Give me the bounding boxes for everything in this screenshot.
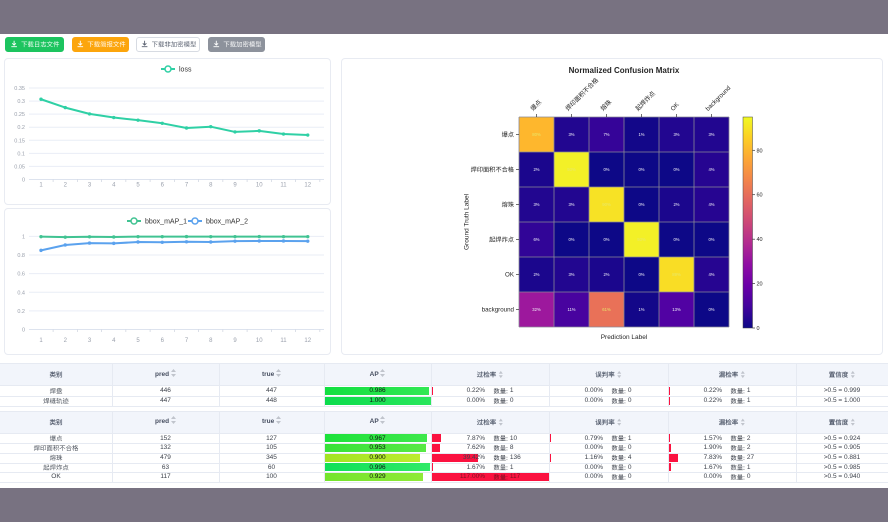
svg-text:12: 12 xyxy=(304,183,311,189)
svg-text:9: 9 xyxy=(233,183,237,189)
svg-text:3%: 3% xyxy=(568,202,574,207)
svg-text:0.15: 0.15 xyxy=(14,138,25,144)
svg-text:2%: 2% xyxy=(603,272,609,277)
svg-text:0.4: 0.4 xyxy=(17,290,25,296)
svg-text:90%: 90% xyxy=(602,202,611,207)
svg-text:1: 1 xyxy=(39,183,43,189)
svg-text:0.2: 0.2 xyxy=(17,125,25,131)
svg-text:9: 9 xyxy=(233,338,237,344)
svg-text:6: 6 xyxy=(161,338,165,344)
svg-text:0.35: 0.35 xyxy=(14,86,25,92)
svg-text:6: 6 xyxy=(161,183,165,189)
svg-text:11%: 11% xyxy=(567,307,575,312)
svg-text:2%: 2% xyxy=(533,272,539,277)
svg-text:3%: 3% xyxy=(533,202,539,207)
svg-text:1: 1 xyxy=(39,338,43,344)
svg-text:OK: OK xyxy=(669,101,681,113)
svg-text:89%: 89% xyxy=(672,272,681,277)
svg-text:12: 12 xyxy=(304,338,311,344)
svg-text:3%: 3% xyxy=(568,132,574,137)
svg-text:0.3: 0.3 xyxy=(17,99,25,105)
svg-text:background: background xyxy=(482,307,515,314)
svg-text:7: 7 xyxy=(185,183,189,189)
svg-text:0.25: 0.25 xyxy=(14,112,25,118)
svg-text:4: 4 xyxy=(112,338,116,344)
svg-text:2: 2 xyxy=(64,183,68,189)
svg-text:0: 0 xyxy=(22,178,25,184)
svg-text:60: 60 xyxy=(757,193,763,199)
svg-text:1%: 1% xyxy=(638,307,644,312)
svg-text:80%: 80% xyxy=(532,132,541,137)
svg-text:0%: 0% xyxy=(603,237,609,242)
svg-text:loss: loss xyxy=(179,67,192,74)
svg-text:background: background xyxy=(704,84,732,112)
svg-text:Prediction Label: Prediction Label xyxy=(601,334,648,341)
svg-text:10: 10 xyxy=(256,183,263,189)
svg-text:5: 5 xyxy=(136,183,140,189)
svg-text:0: 0 xyxy=(757,326,760,332)
svg-text:2%: 2% xyxy=(533,167,539,172)
svg-text:Normalized Confusion Matrix: Normalized Confusion Matrix xyxy=(569,66,680,75)
svg-text:3%: 3% xyxy=(708,132,714,137)
svg-text:8: 8 xyxy=(209,338,213,344)
svg-text:0%: 0% xyxy=(673,237,679,242)
svg-text:13%: 13% xyxy=(672,307,681,312)
svg-text:5: 5 xyxy=(136,338,140,344)
svg-text:3%: 3% xyxy=(673,132,679,137)
svg-text:0%: 0% xyxy=(708,237,714,242)
svg-text:11: 11 xyxy=(280,338,287,344)
svg-text:40: 40 xyxy=(757,237,763,243)
svg-text:OK: OK xyxy=(505,272,515,279)
svg-text:10: 10 xyxy=(256,338,263,344)
svg-text:2: 2 xyxy=(64,338,68,344)
svg-text:3: 3 xyxy=(88,183,92,189)
svg-text:93%: 93% xyxy=(637,237,646,242)
svg-text:8: 8 xyxy=(209,183,213,189)
svg-text:93%: 93% xyxy=(567,167,576,172)
svg-text:11: 11 xyxy=(280,183,287,189)
svg-text:3%: 3% xyxy=(568,272,574,277)
svg-text:0%: 0% xyxy=(673,167,679,172)
svg-text:0.6: 0.6 xyxy=(17,272,25,278)
svg-text:20: 20 xyxy=(757,282,763,288)
svg-text:bbox_mAP_2: bbox_mAP_2 xyxy=(206,219,248,226)
svg-text:32%: 32% xyxy=(532,307,541,312)
svg-text:Ground Truth Label: Ground Truth Label xyxy=(464,193,471,250)
svg-text:0%: 0% xyxy=(603,167,609,172)
svg-text:0%: 0% xyxy=(708,307,714,312)
svg-text:3: 3 xyxy=(88,338,92,344)
svg-text:0.2: 0.2 xyxy=(17,309,25,315)
svg-text:80: 80 xyxy=(757,148,763,154)
svg-text:0: 0 xyxy=(22,328,25,334)
svg-text:bbox_mAP_1: bbox_mAP_1 xyxy=(145,219,187,226)
svg-text:7%: 7% xyxy=(603,132,609,137)
svg-text:6%: 6% xyxy=(533,237,539,242)
svg-text:4: 4 xyxy=(112,183,116,189)
svg-text:1: 1 xyxy=(22,234,25,240)
svg-text:4%: 4% xyxy=(708,202,714,207)
svg-text:2%: 2% xyxy=(673,202,679,207)
svg-text:61%: 61% xyxy=(602,307,611,312)
svg-text:0%: 0% xyxy=(638,202,644,207)
svg-text:0%: 0% xyxy=(638,167,644,172)
svg-text:1%: 1% xyxy=(638,132,644,137)
svg-text:4%: 4% xyxy=(708,167,714,172)
svg-text:0.1: 0.1 xyxy=(17,151,25,157)
svg-text:0%: 0% xyxy=(638,272,644,277)
svg-text:0.05: 0.05 xyxy=(14,164,25,170)
svg-text:0.8: 0.8 xyxy=(17,253,25,259)
svg-text:4%: 4% xyxy=(708,272,714,277)
svg-text:0%: 0% xyxy=(568,237,574,242)
svg-text:7: 7 xyxy=(185,338,189,344)
